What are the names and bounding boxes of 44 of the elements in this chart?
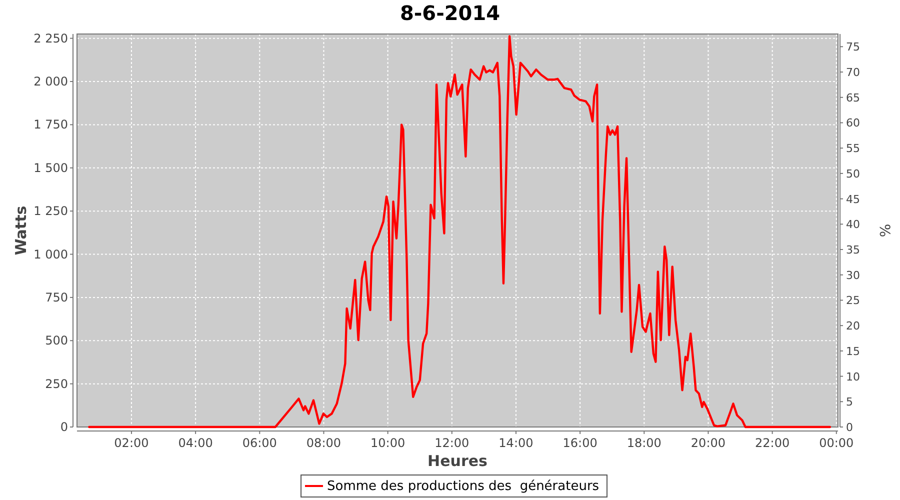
y-axis-title: Watts bbox=[12, 206, 30, 256]
y2-tick-label: 45 bbox=[846, 192, 860, 206]
x-tick-label: 02:00 bbox=[114, 436, 149, 450]
y2-tick-label: 65 bbox=[846, 91, 860, 104]
y2-tick-label: 15 bbox=[846, 344, 860, 358]
y-tick-label: 500 bbox=[45, 334, 68, 348]
y2-tick-label: 0 bbox=[846, 421, 853, 434]
y2-tick-label: 20 bbox=[846, 320, 860, 333]
y2-tick-label: 70 bbox=[846, 66, 860, 80]
line-series bbox=[88, 35, 832, 428]
y-tick-label: 1 750 bbox=[34, 118, 68, 132]
y-tick-label: 2 000 bbox=[34, 74, 68, 89]
y-tick-label: 1 000 bbox=[34, 247, 68, 262]
x-tick-label: 04:00 bbox=[178, 436, 213, 450]
y-tick-label: 1 250 bbox=[34, 204, 68, 218]
y2-tick-label: 40 bbox=[846, 218, 860, 232]
x-tick-label: 16:00 bbox=[562, 436, 598, 450]
y2-tick-label: 30 bbox=[846, 268, 860, 282]
x-tick-label: 12:00 bbox=[434, 436, 470, 450]
x-tick-label: 10:00 bbox=[370, 436, 406, 450]
y2-axis-title: % bbox=[876, 224, 892, 238]
y2-tick-label: 50 bbox=[846, 167, 860, 180]
x-tick-label: 22:00 bbox=[755, 436, 790, 450]
x-tick-label: 20:00 bbox=[690, 436, 726, 450]
y-tick-label: 250 bbox=[45, 376, 68, 391]
y-tick-label: 750 bbox=[45, 290, 68, 304]
y2-tick-label: 75 bbox=[846, 40, 860, 54]
x-tick-label: 08:00 bbox=[306, 436, 342, 450]
y-tick-label: 0 bbox=[60, 420, 68, 434]
y-tick-label: 1 500 bbox=[34, 160, 68, 175]
chart-title: 8-6-2014 bbox=[400, 1, 500, 25]
y2-tick-label: 60 bbox=[846, 116, 860, 130]
x-tick-label: 06:00 bbox=[242, 436, 277, 450]
legend-label: Somme des productions des générateurs bbox=[327, 479, 600, 494]
x-axis-title: Heures bbox=[428, 452, 488, 470]
x-tick-label: 18:00 bbox=[626, 436, 662, 450]
y2-tick-label: 55 bbox=[846, 142, 860, 156]
y2-tick-label: 10 bbox=[846, 370, 860, 384]
y2-tick-label: 25 bbox=[846, 294, 860, 308]
x-tick-label: 14:00 bbox=[498, 436, 534, 450]
y2-tick-label: 35 bbox=[846, 244, 860, 257]
y-tick-label: 2 250 bbox=[34, 31, 68, 46]
x-tick-label: 00:00 bbox=[819, 436, 854, 450]
y2-tick-label: 5 bbox=[846, 396, 853, 409]
